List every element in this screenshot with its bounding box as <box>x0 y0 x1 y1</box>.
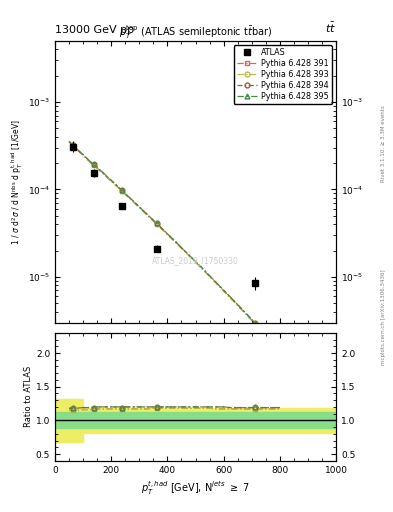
Text: t$\bar{t}$: t$\bar{t}$ <box>325 20 336 35</box>
Bar <box>55 399 83 442</box>
Y-axis label: 1 / $\sigma$ d$^2\sigma$ / d N$^{\rm nbs}$ d p$_T^{\rm t,had}$ [1/GeV]: 1 / $\sigma$ d$^2\sigma$ / d N$^{\rm nbs… <box>9 119 25 245</box>
Bar <box>83 412 336 429</box>
Text: ATLAS_2019_I1750330: ATLAS_2019_I1750330 <box>152 256 239 265</box>
Title: $p_T^{\rm top}$ (ATLAS semileptonic t$\bar{t}$bar): $p_T^{\rm top}$ (ATLAS semileptonic t$\b… <box>119 23 272 41</box>
X-axis label: $p_T^{t,had}$ [GeV], N$^{jets}$ $\geq$ 7: $p_T^{t,had}$ [GeV], N$^{jets}$ $\geq$ 7 <box>141 480 250 497</box>
Text: 13000 GeV pp: 13000 GeV pp <box>55 25 134 35</box>
Y-axis label: Ratio to ATLAS: Ratio to ATLAS <box>24 366 33 428</box>
Bar <box>55 412 83 429</box>
Bar <box>83 408 336 433</box>
Text: mcplots.cern.ch [arXiv:1306.3436]: mcplots.cern.ch [arXiv:1306.3436] <box>381 270 386 365</box>
Text: Rivet 3.1.10, ≥ 3.3M events: Rivet 3.1.10, ≥ 3.3M events <box>381 105 386 182</box>
Legend: ATLAS, Pythia 6.428 391, Pythia 6.428 393, Pythia 6.428 394, Pythia 6.428 395: ATLAS, Pythia 6.428 391, Pythia 6.428 39… <box>233 45 332 104</box>
